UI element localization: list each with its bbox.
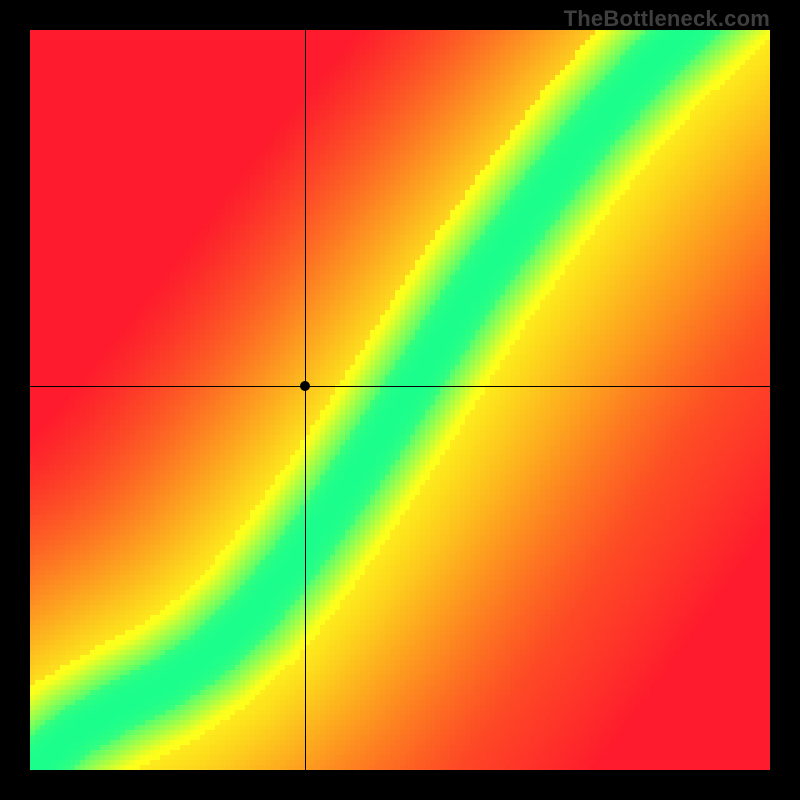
crosshair-marker [300,381,310,391]
chart-frame: TheBottleneck.com [0,0,800,800]
plot-area [30,30,770,770]
watermark-text: TheBottleneck.com [564,6,770,32]
crosshair-horizontal [30,386,770,387]
heatmap-canvas [30,30,770,770]
crosshair-vertical [305,30,306,770]
